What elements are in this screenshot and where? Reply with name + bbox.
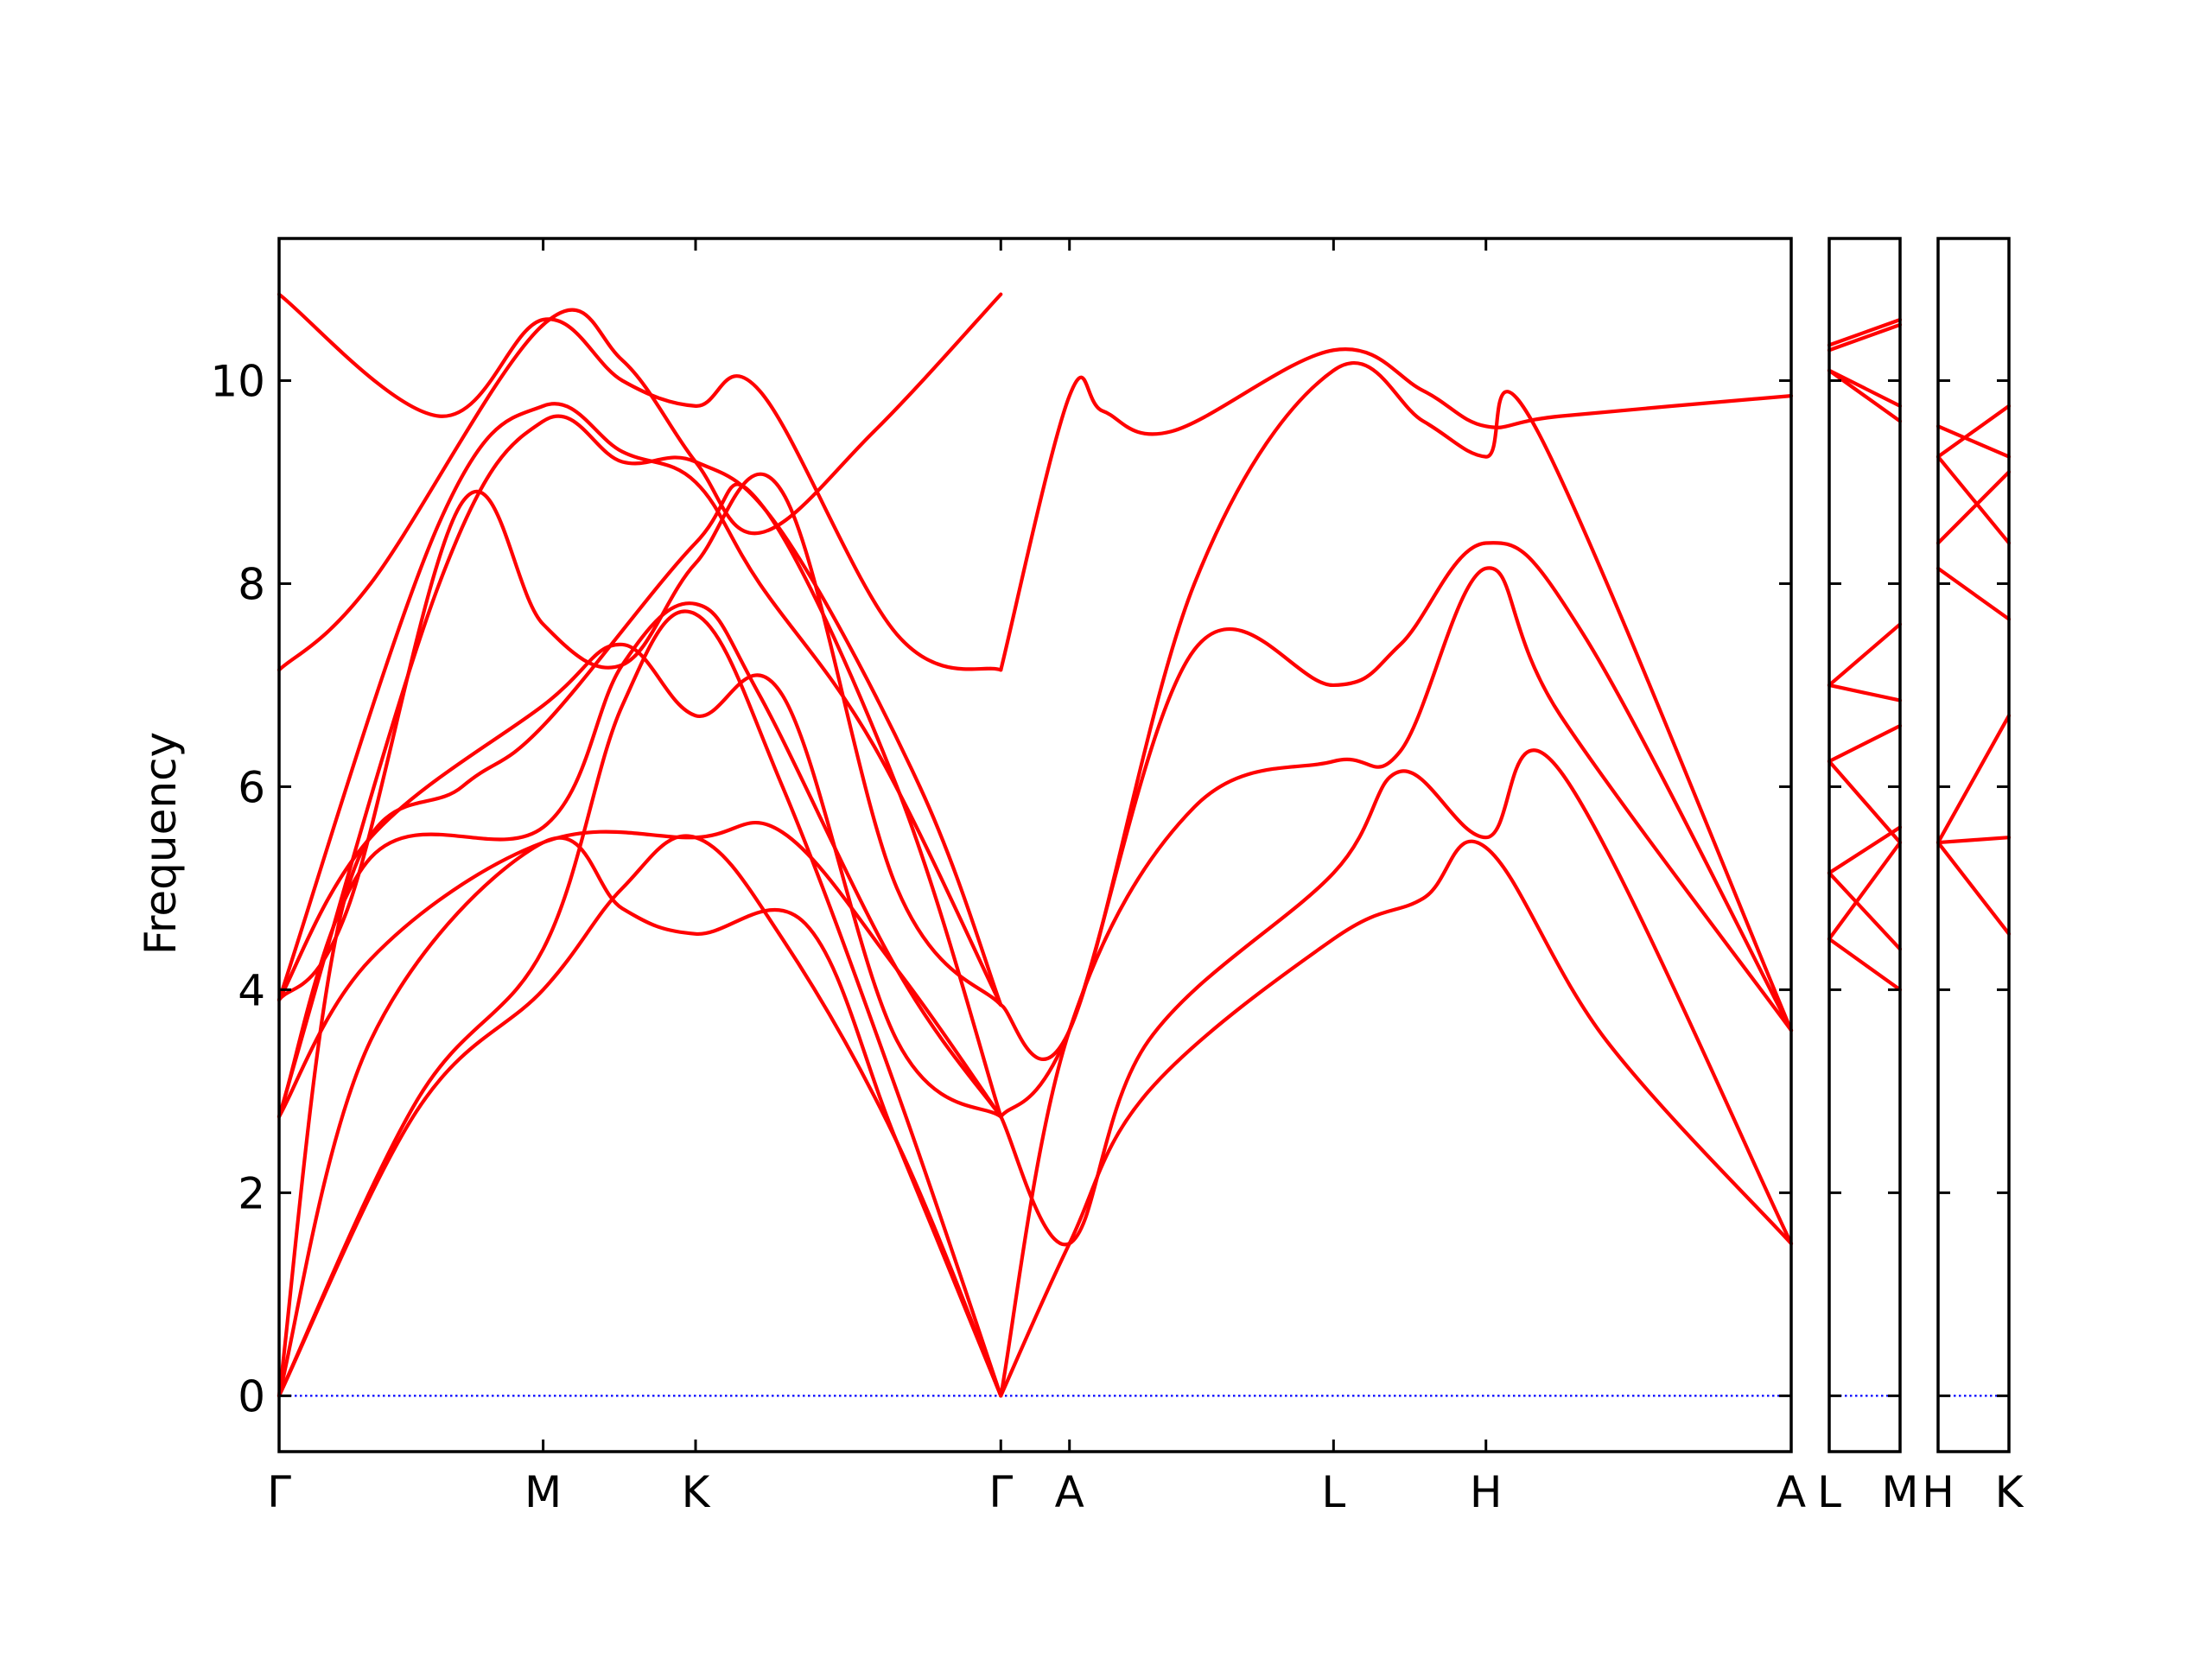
phonon-band-7 [276,642,1003,1119]
y-axis-label: Frequency [136,732,186,955]
phonon-band-11 [276,292,1003,672]
phonon-band-5 [276,601,1003,1119]
y-tick-label: 2 [238,1168,265,1218]
x-tick-label: K [1995,1467,2024,1517]
phonon-band-12 [1827,317,1903,347]
phonon-band-13 [999,839,1794,1398]
y-tick-label: 4 [238,965,265,1015]
phonon-band-2 [276,609,1003,1398]
phonon-band-2 [1827,840,1903,941]
phonon-band-11 [1827,322,1903,353]
phonon-band-17 [999,361,1794,1061]
phonon-band-9 [1827,368,1903,423]
y-tick-label: 10 [210,356,265,406]
x-tick-label: A [1055,1467,1084,1517]
phonon-band-16 [999,541,1794,1119]
phonon-band-10 [276,402,1003,1007]
phonon-band-5 [1936,470,2012,545]
phonon-band-6 [1936,454,2012,545]
phonon-band-8 [1936,404,2012,459]
phonon-band-2 [1936,836,2012,845]
phonon-band-3 [276,836,1003,1398]
x-tick-label: L [1321,1467,1345,1517]
phonon-band-10 [1827,368,1903,408]
x-tick-label: Γ [988,1467,1013,1517]
phonon-band-4 [1936,566,2012,621]
band-curves [1827,317,1903,992]
phonon-band-8 [276,472,1003,1007]
phonon-band-3 [1827,871,1903,951]
phonon-band-8 [1827,622,1903,688]
y-tick-label: 6 [238,762,265,812]
x-tick-label: H [1922,1467,1955,1517]
phonon-band-5 [1827,723,1903,764]
y-tick-label: 8 [238,559,265,609]
phonon-band-6 [1827,759,1903,845]
phonon-band-9 [276,414,1003,1119]
x-tick-label: M [524,1467,562,1517]
x-tick-label: Γ [267,1467,291,1517]
phonon-band-6 [276,482,1003,1398]
phonon-band-1 [1827,937,1903,992]
plot-frame [1936,237,2011,1453]
band-curves [276,292,1794,1398]
phonon-band-12 [276,292,1003,672]
phonon-band-7 [1827,683,1903,702]
phonon-band-4 [1827,825,1903,875]
phonon-band-7 [1936,424,2012,459]
plot-frame [1827,237,1902,1453]
phonon-band-14 [999,748,1794,1247]
phonon-band-18 [999,346,1794,672]
phonon-band-3 [1936,714,2012,845]
x-tick-label: A [1777,1467,1806,1517]
x-tick-label: H [1470,1467,1503,1517]
phonon-band-1 [1936,840,2012,936]
x-tick-label: K [682,1467,711,1517]
plot-frame [277,237,1793,1453]
y-tick-label: 0 [238,1371,265,1421]
x-tick-label: L [1817,1467,1841,1517]
band-curves [1936,404,2012,936]
x-tick-label: M [1881,1467,1918,1517]
